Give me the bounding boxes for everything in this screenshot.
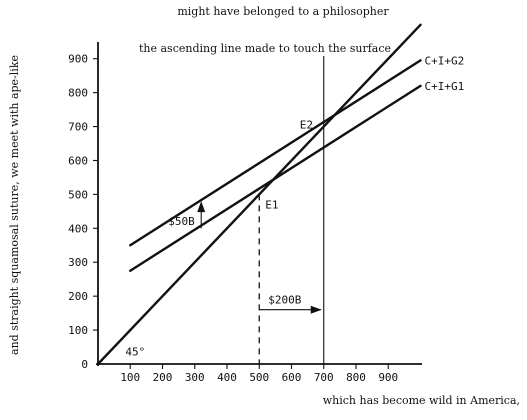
y-tick-label: 100 — [68, 324, 88, 337]
annotation-layer: C+I+G2 C+I+G1 E2 E1 $50B $200B 45° — [125, 54, 464, 358]
label-angle: 45° — [125, 346, 145, 359]
x-tick-label: 800 — [346, 371, 366, 384]
x-axis-ticks: 100 200 300 400 500 600 700 800 900 — [120, 364, 398, 384]
x-tick-label: 500 — [249, 371, 269, 384]
x-tick-label: 200 — [153, 371, 173, 384]
caption-text: the ascending line made to touch the sur… — [139, 42, 391, 55]
y-tick-label: 600 — [68, 154, 88, 167]
shift-arrow-head — [197, 201, 206, 213]
series-label-cig2: C+I+G2 — [425, 54, 465, 67]
label-shift: $50B — [168, 215, 195, 228]
series-label-cig1: C+I+G1 — [425, 80, 465, 93]
y-tick-label: 200 — [68, 290, 88, 303]
line-cig1 — [129, 84, 422, 272]
y-tick-label: 400 — [68, 222, 88, 235]
x-tick-label: 400 — [217, 371, 237, 384]
x-tick-label: 100 — [120, 371, 140, 384]
y-tick-label: 700 — [68, 121, 88, 134]
x-tick-label: 600 — [282, 371, 302, 384]
guide-lines — [197, 56, 325, 364]
x-tick-label: 300 — [185, 371, 205, 384]
y-tick-label: 900 — [68, 53, 88, 66]
x-tick-label: 900 — [378, 371, 398, 384]
line-cig2 — [129, 59, 422, 247]
top-text: might have belonged to a philosopher — [177, 5, 389, 18]
y-tick-label: 500 — [68, 188, 88, 201]
label-gap: $200B — [268, 294, 301, 307]
x-tick-label: 700 — [314, 371, 334, 384]
y-tick-label: 300 — [68, 256, 88, 269]
gap-arrow-head — [310, 305, 322, 314]
side-text: and straight squamosal suture, we meet w… — [8, 55, 21, 355]
y-tick-label: 800 — [68, 87, 88, 100]
line-45-degree — [96, 23, 422, 366]
label-e2: E2 — [300, 119, 313, 132]
y-tick-label: 0 — [81, 358, 88, 371]
series-layer — [96, 23, 422, 366]
label-e1: E1 — [265, 198, 278, 211]
bottom-text: which has become wild in America, — [323, 394, 520, 407]
y-axis-ticks: 0 100 200 300 400 500 600 700 800 900 — [68, 53, 98, 371]
